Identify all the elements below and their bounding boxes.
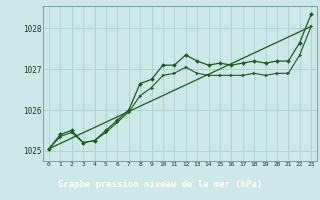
Text: Graphe pression niveau de la mer (hPa): Graphe pression niveau de la mer (hPa): [58, 180, 262, 189]
